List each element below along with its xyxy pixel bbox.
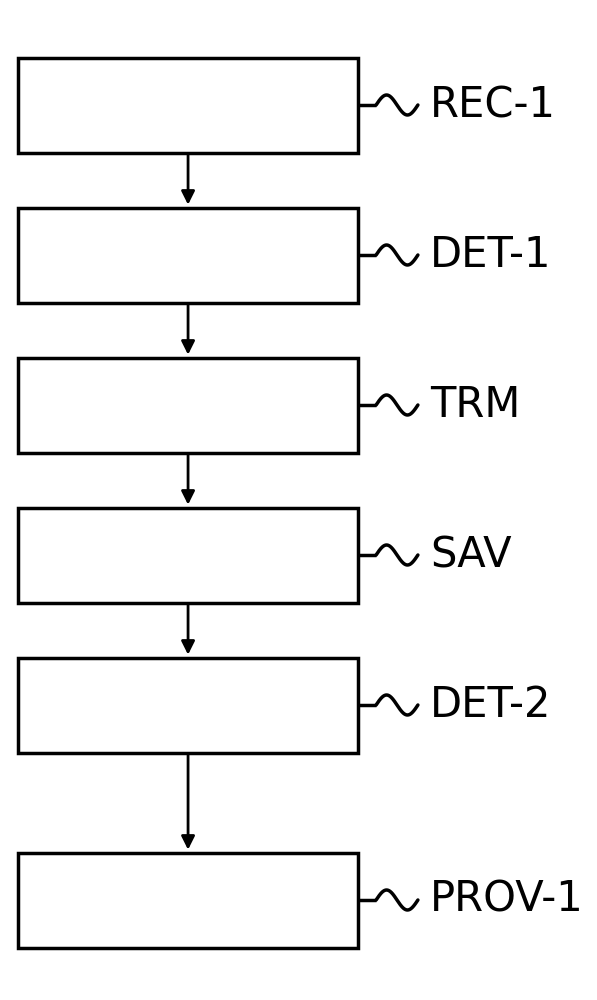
Text: DET-2: DET-2 [430, 684, 551, 726]
Bar [18, 658, 358, 752]
Bar [18, 852, 358, 948]
Bar [18, 508, 358, 602]
Bar [18, 57, 358, 152]
Text: REC-1: REC-1 [430, 84, 556, 126]
Text: SAV: SAV [430, 534, 512, 576]
Bar [18, 208, 358, 302]
Text: TRM: TRM [430, 384, 520, 426]
Text: DET-1: DET-1 [430, 234, 552, 276]
Text: PROV-1: PROV-1 [430, 879, 584, 921]
Bar [18, 358, 358, 452]
